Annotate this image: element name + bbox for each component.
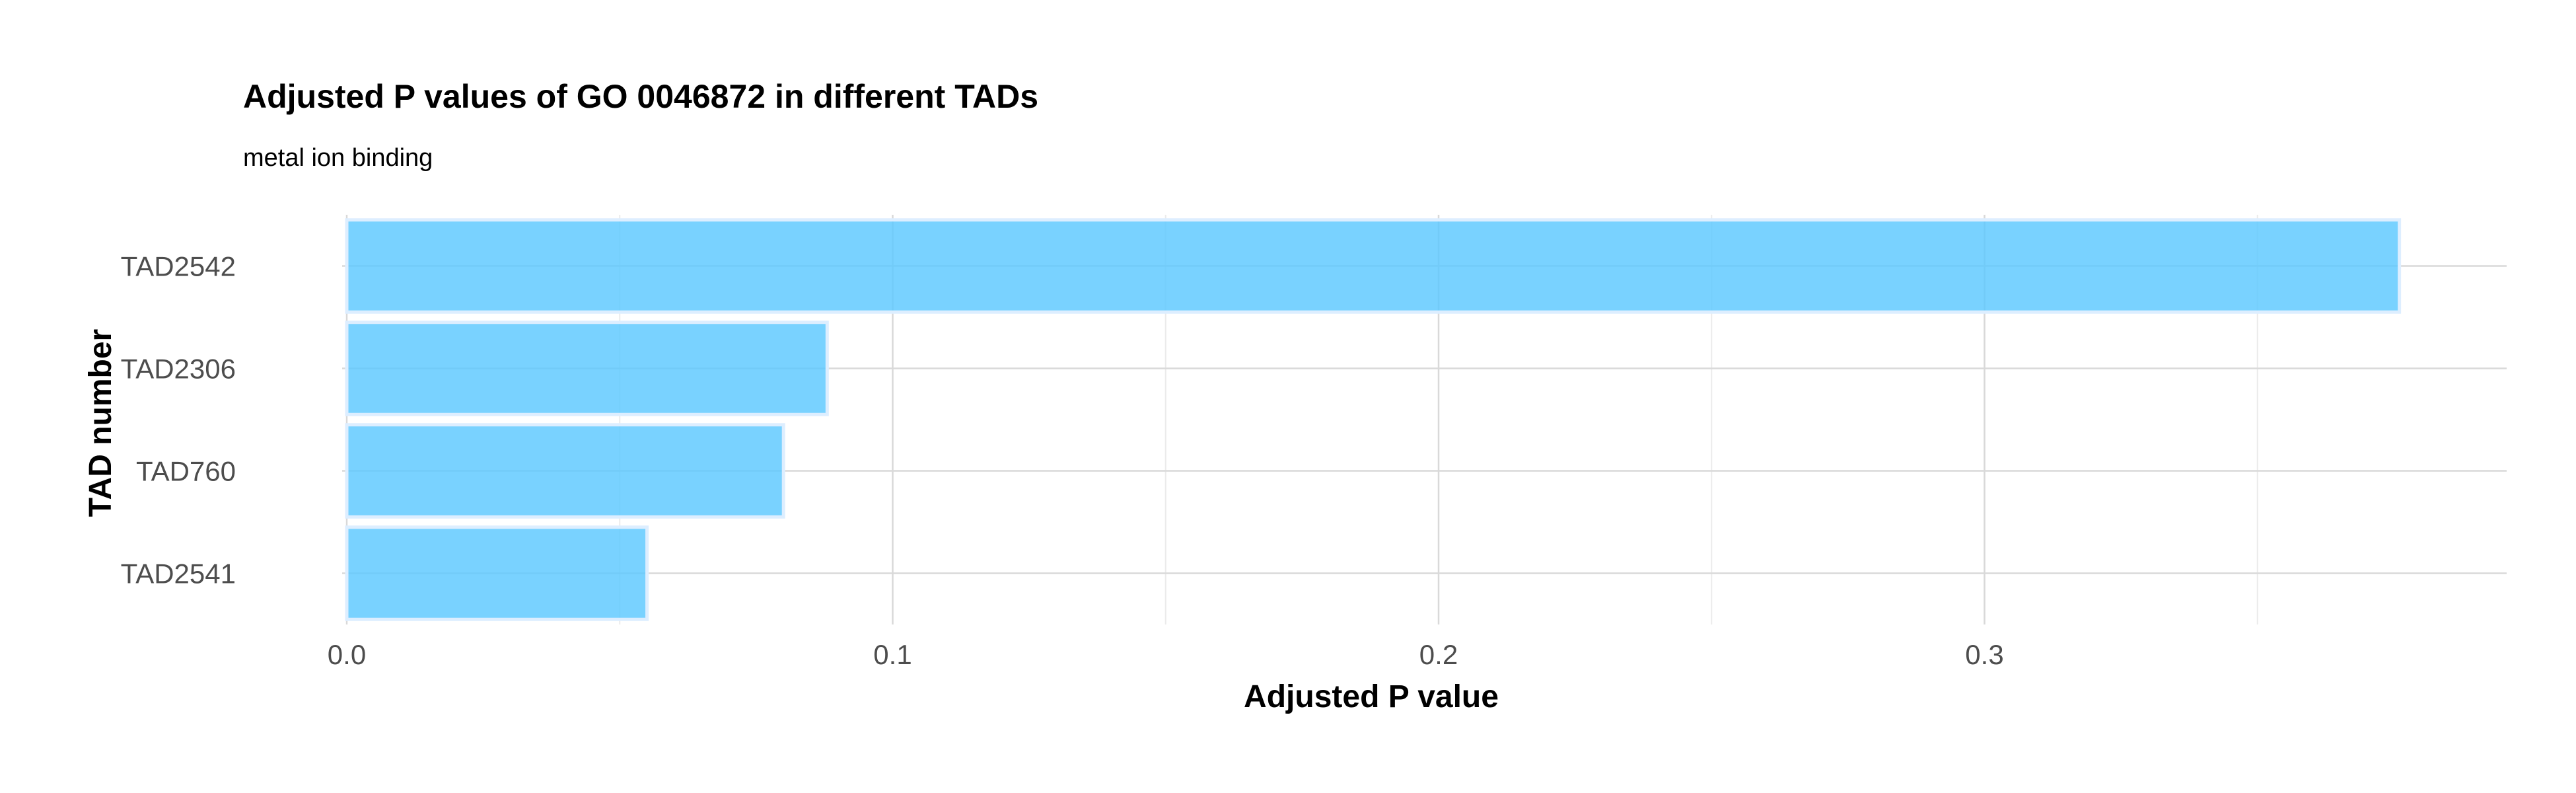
x-tick-label: 0.0 bbox=[328, 639, 366, 670]
bar-tad2542 bbox=[345, 218, 2402, 314]
bar-tad760 bbox=[345, 423, 785, 519]
y-tick-label: TAD2542 bbox=[121, 251, 236, 282]
x-tick-label: 0.2 bbox=[1419, 639, 1458, 670]
y-tick-label: TAD2541 bbox=[121, 558, 236, 589]
bar-tad2541 bbox=[345, 525, 649, 621]
y-axis-title: TAD number bbox=[83, 329, 118, 517]
bar-tad2306 bbox=[345, 321, 829, 416]
chart-title: Adjusted P values of GO 0046872 in diffe… bbox=[243, 78, 1038, 115]
x-axis-title: Adjusted P value bbox=[1244, 679, 1499, 714]
x-tick-label: 0.3 bbox=[1965, 639, 2003, 670]
y-axis-tick-labels: TAD2542 TAD2306 TAD760 TAD2541 bbox=[121, 251, 236, 589]
y-tick-label: TAD2306 bbox=[121, 354, 236, 385]
y-tick-label: TAD760 bbox=[136, 456, 236, 487]
x-axis-tick-labels: 0.0 0.1 0.2 0.3 bbox=[328, 639, 2004, 670]
bars bbox=[345, 218, 2402, 621]
x-tick-label: 0.1 bbox=[873, 639, 912, 670]
chart-subtitle: metal ion binding bbox=[243, 144, 433, 172]
